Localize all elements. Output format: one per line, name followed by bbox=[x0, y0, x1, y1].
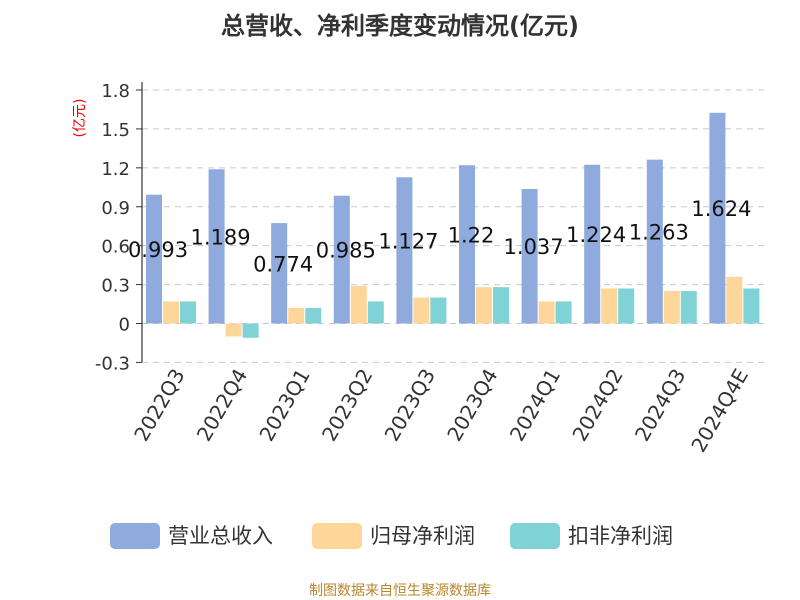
bar-deducted-net-profit-2022Q3 bbox=[180, 301, 196, 324]
bar-deducted-net-profit-2024Q1 bbox=[555, 301, 572, 324]
data-label: 1.263 bbox=[629, 221, 689, 245]
x-tick-label: 2023Q1 bbox=[254, 365, 314, 446]
y-tick-label: 0 bbox=[119, 315, 130, 336]
chart-title: 总营收、净利季度变动情况(亿元) bbox=[221, 12, 579, 40]
bar-net-profit-2023Q1 bbox=[288, 307, 305, 324]
bar-revenue-2022Q3 bbox=[146, 194, 162, 324]
bar-deducted-net-profit-2024Q3 bbox=[680, 291, 697, 324]
bar-net-profit-2024Q2 bbox=[601, 288, 618, 324]
bar-net-profit-2024Q1 bbox=[538, 301, 555, 324]
data-label: 1.127 bbox=[378, 229, 438, 253]
y-tick-label: 1.8 bbox=[101, 81, 130, 102]
bar-net-profit-2023Q4 bbox=[476, 287, 492, 324]
legend-label: 归母净利润 bbox=[370, 524, 475, 548]
legend-label: 营业总收入 bbox=[168, 524, 273, 548]
data-label: 1.189 bbox=[191, 225, 251, 249]
bar-net-profit-2023Q2 bbox=[350, 285, 367, 324]
x-tick-label: 2024Q1 bbox=[505, 365, 565, 446]
bar-revenue-2024Q4E bbox=[709, 112, 726, 324]
x-tick-label: 2024Q2 bbox=[567, 365, 627, 446]
data-label: 1.22 bbox=[448, 223, 495, 247]
bar-deducted-net-profit-2024Q2 bbox=[618, 288, 635, 324]
bar-revenue-2023Q3 bbox=[396, 177, 413, 324]
bar-deducted-net-profit-2023Q4 bbox=[493, 287, 509, 324]
data-label: 1.224 bbox=[566, 223, 626, 247]
bar-deducted-net-profit-2023Q3 bbox=[430, 297, 447, 324]
data-label: 0.985 bbox=[316, 239, 376, 263]
x-tick-label: 2023Q3 bbox=[380, 365, 440, 446]
bar-revenue-2023Q1 bbox=[271, 223, 288, 324]
bar-deducted-net-profit-2023Q1 bbox=[305, 307, 322, 324]
legend-swatch bbox=[312, 523, 362, 549]
bar-net-profit-2022Q3 bbox=[163, 301, 179, 324]
y-tick-label: 0.9 bbox=[101, 198, 130, 219]
x-tick-label: 2024Q4E bbox=[686, 365, 753, 457]
x-tick-label: 2023Q4 bbox=[442, 365, 502, 446]
legend-swatch bbox=[510, 523, 560, 549]
y-tick-label: 0.6 bbox=[101, 237, 130, 258]
bar-revenue-2023Q4 bbox=[459, 165, 475, 324]
y-unit-label: (亿元) bbox=[72, 99, 88, 138]
y-tick-label: 1.2 bbox=[101, 159, 130, 180]
bar-net-profit-2022Q4 bbox=[225, 323, 242, 337]
data-source-note: 制图数据来自恒生聚源数据库 bbox=[309, 583, 491, 599]
bar-revenue-2022Q4 bbox=[208, 169, 225, 324]
bar-deducted-net-profit-2023Q2 bbox=[367, 301, 384, 324]
bar-revenue-2024Q1 bbox=[521, 188, 538, 324]
bar-revenue-2024Q2 bbox=[584, 164, 601, 324]
bar-revenue-2024Q3 bbox=[646, 159, 663, 324]
bar-net-profit-2023Q3 bbox=[413, 297, 430, 324]
bar-net-profit-2024Q3 bbox=[663, 291, 680, 324]
data-label: 1.037 bbox=[504, 235, 564, 259]
bar-deducted-net-profit-2024Q4E bbox=[743, 288, 760, 324]
bar-revenue-2023Q2 bbox=[333, 195, 350, 324]
x-tick-label: 2022Q3 bbox=[129, 365, 189, 446]
y-tick-label: 0.3 bbox=[101, 276, 130, 297]
x-tick-label: 2022Q4 bbox=[192, 365, 252, 446]
y-tick-label: 1.5 bbox=[101, 120, 130, 141]
y-tick-label: -0.3 bbox=[95, 353, 130, 374]
bar-deducted-net-profit-2022Q4 bbox=[242, 323, 259, 338]
data-label: 1.624 bbox=[691, 197, 751, 221]
data-label: 0.774 bbox=[253, 252, 313, 276]
data-label: 0.993 bbox=[128, 238, 188, 262]
legend-label: 扣非净利润 bbox=[568, 524, 673, 548]
bar-net-profit-2024Q4E bbox=[726, 276, 743, 324]
legend-swatch bbox=[110, 523, 160, 549]
x-tick-label: 2023Q2 bbox=[317, 365, 377, 446]
x-tick-label: 2024Q3 bbox=[630, 365, 690, 446]
